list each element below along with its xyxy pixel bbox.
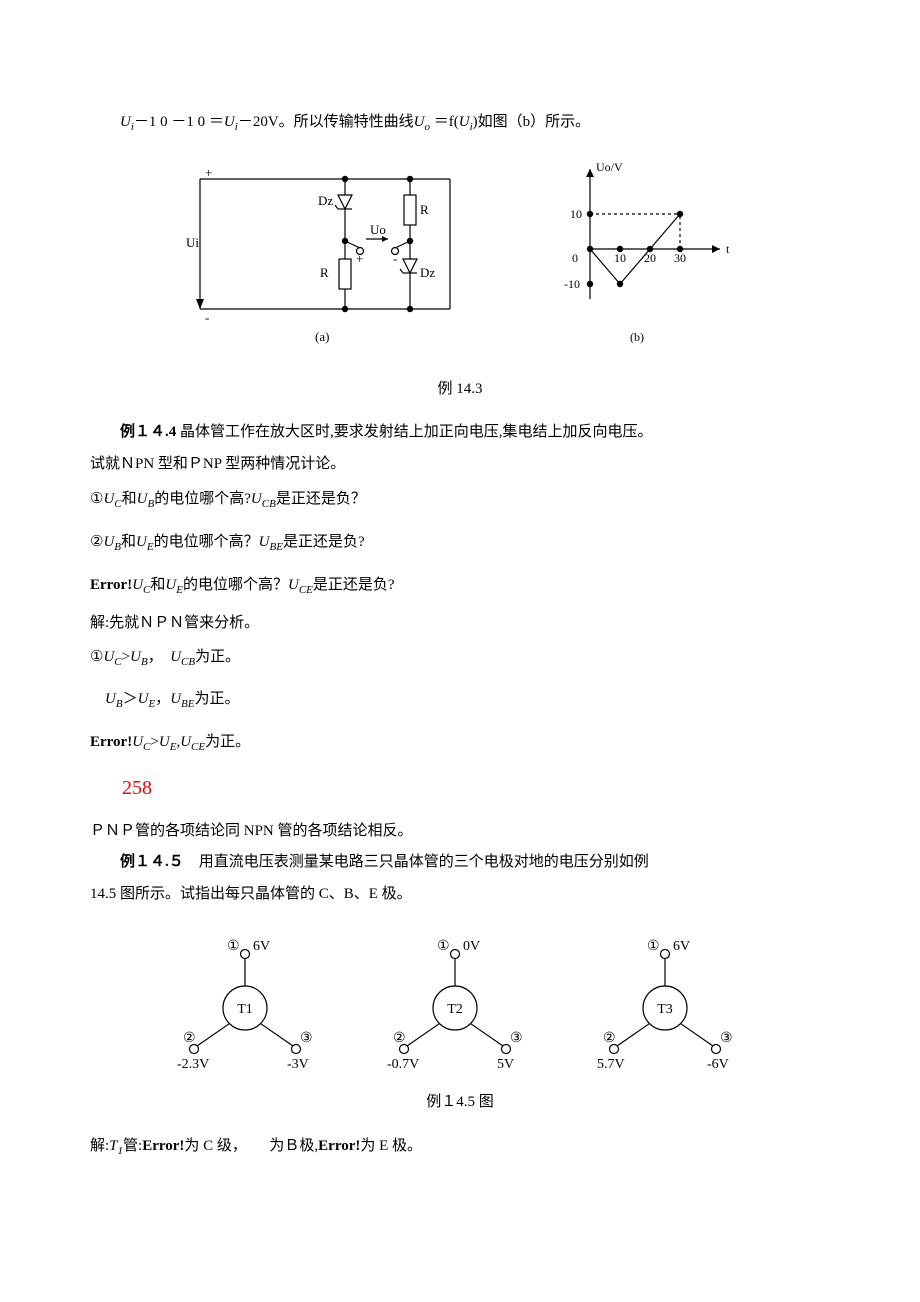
circuit-labels: + - Ui Dz R R Dz Uo + - (a) [186,165,435,344]
svg-text:③: ③ [510,1031,523,1046]
q3: Error!UC和UE的电位哪个高？UCE是正还是负? [90,573,830,600]
svg-text:-3V: -3V [287,1057,309,1072]
a1: ①UC>UB， UCB为正。 [90,645,830,672]
q3-error: Error! [90,577,132,593]
label-r-bottom: R [320,265,329,280]
eq-part4: －20V。所以传输特性曲线 [238,114,414,130]
var-ui3: U [459,114,470,130]
svg-text:T2: T2 [447,1002,463,1017]
q2-mark: ② [90,534,103,550]
minus-bottom: - [205,310,209,325]
svg-text:②: ② [393,1031,406,1046]
eq-part8: )如图（b）所示。 [473,114,591,130]
svg-text:5V: 5V [497,1057,514,1072]
svg-text:-6V: -6V [707,1057,729,1072]
q1: ①UC和UB的电位哪个高?UCB是正还是负？ [90,487,830,514]
svg-text:-0.7V: -0.7V [387,1057,419,1072]
transistor-svg: T1 ① 6V ② -2.3V ③ -3V T2 ① 0V ② -0.7V ③ 5V T3 ① 6V ② 5.7V ③… [140,913,780,1088]
eq-part2: －1 0 －1 0 ＝ [134,114,224,130]
svg-text:6V: 6V [673,939,690,954]
tick-20: 20 [644,251,656,265]
transistor-T1: T1 ① 6V ② -2.3V ③ -3V [177,939,313,1072]
tick-30: 30 [674,251,686,265]
figure-14-3-caption: 例 14.3 [90,377,830,403]
svg-text:T3: T3 [657,1002,673,1017]
svg-text:②: ② [603,1031,616,1046]
figure-14-5-caption: 例１4.5 图 [90,1090,830,1116]
q1-mark: ① [90,491,103,507]
var-ui: U [120,114,131,130]
svg-text:③: ③ [720,1031,733,1046]
ex-14-5-title: 例１４.５ [120,854,199,870]
uo-minus: - [393,251,397,266]
var-ui2: U [224,114,235,130]
a2: UB＞UE，UBE为正。 [90,687,830,714]
panel-a-label: (a) [315,329,329,344]
ex-14-4-line2: 试就ＮPN 型和ＰNP 型两种情况计论。 [90,452,830,478]
eq-part6: ＝f( [430,114,459,130]
label-dz-top: Dz [318,193,333,208]
svg-text:①: ① [437,939,450,954]
tick-0: 0 [572,251,578,265]
plot-panel [586,169,720,299]
label-dz-bottom: Dz [420,265,435,280]
label-uo: Uo [370,222,386,237]
tick-10: 10 [614,251,626,265]
transistor-T3: T3 ① 6V ② 5.7V ③ -6V [597,939,733,1072]
y-axis-label: Uo/V [596,160,623,174]
figure-14-3: + - Ui Dz R R Dz Uo + - (a) [90,159,830,369]
svg-text:6V: 6V [253,939,270,954]
ans-intro: 解:先就ＮＰＮ管来分析。 [90,611,830,637]
label-r-top: R [420,202,429,217]
ex-14-4-rest: 晶体管工作在放大区时,要求发射结上加正向电压,集电结上加反向电压。 [180,424,653,440]
figure-14-5: T1 ① 6V ② -2.3V ③ -3V T2 ① 0V ② -0.7V ③ 5V T3 ① 6V ② 5.7V ③… [90,913,830,1088]
q2: ②UB和UE的电位哪个高？UBE是正还是负? [90,530,830,557]
ex-14-4-title: 例１４.4 [120,424,180,440]
tick-y10: 10 [570,207,582,221]
transistor-T2: T2 ① 0V ② -0.7V ③ 5V [387,939,523,1072]
panel-b-label: (b) [630,330,644,344]
tick-yneg10: -10 [564,277,580,291]
svg-text:③: ③ [300,1031,313,1046]
circuit-and-plot-svg: + - Ui Dz R R Dz Uo + - (a) [150,159,770,369]
svg-text:T1: T1 [237,1002,253,1017]
svg-text:②: ② [183,1031,196,1046]
svg-text:5.7V: 5.7V [597,1057,625,1072]
equation-line: Ui－1 0 －1 0 ＝Ui－20V。所以传输特性曲线Uo ＝f(Ui)如图（… [90,110,830,137]
svg-text:0V: 0V [463,939,480,954]
a3: Error!UC>UE,UCE为正。 [90,730,830,757]
ex-14-5-line2: 14.5 图所示。试指出每只晶体管的 C、B、E 极。 [90,882,830,908]
var-uo: U [414,114,425,130]
pnp-line: ＰＮＰ管的各项结论同 NPN 管的各项结论相反。 [90,819,830,845]
uo-plus: + [356,251,363,266]
ex-14-5-rest: 用直流电压表测量某电路三只晶体管的三个电极对地的电压分别如例 [199,854,649,870]
svg-text:①: ① [227,939,240,954]
svg-text:-2.3V: -2.3V [177,1057,209,1072]
svg-text:①: ① [647,939,660,954]
plus-top: + [205,165,212,180]
label-ui: Ui [186,235,199,250]
page-number: 258 [122,771,830,805]
ex-14-4-line1: 例１４.4 晶体管工作在放大区时,要求发射结上加正向电压,集电结上加反向电压。 [90,420,830,446]
ex-14-5-answer: 解:T1管:Error!为 C 级， 为Ｂ极,Error!为 E 极。 [90,1134,830,1161]
x-axis-label: t [726,242,730,256]
ex-14-5-line1: 例１４.５ 用直流电压表测量某电路三只晶体管的三个电极对地的电压分别如例 [90,850,830,876]
